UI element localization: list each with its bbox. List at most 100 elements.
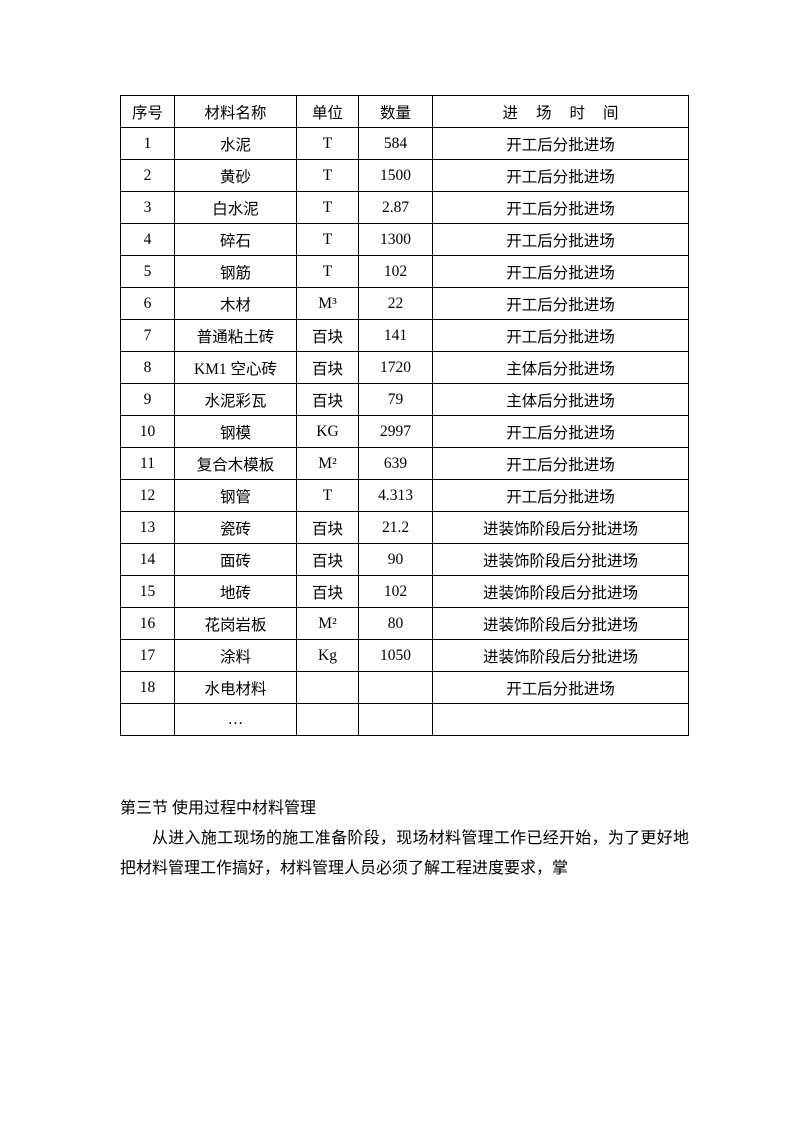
cell-unit: T xyxy=(297,192,359,224)
cell-qty: 79 xyxy=(359,384,433,416)
cell-time: 进装饰阶段后分批进场 xyxy=(433,544,689,576)
cell-seq: 10 xyxy=(121,416,175,448)
cell-unit: T xyxy=(297,256,359,288)
cell-unit: 百块 xyxy=(297,544,359,576)
cell-time: 开工后分批进场 xyxy=(433,128,689,160)
cell-name: 水泥彩瓦 xyxy=(175,384,297,416)
cell-seq xyxy=(121,704,175,736)
cell-unit: 百块 xyxy=(297,352,359,384)
cell-seq: 11 xyxy=(121,448,175,480)
cell-time: 开工后分批进场 xyxy=(433,192,689,224)
cell-unit xyxy=(297,672,359,704)
cell-qty: 639 xyxy=(359,448,433,480)
cell-unit: M² xyxy=(297,448,359,480)
col-header-seq: 序号 xyxy=(121,96,175,128)
table-row: 15地砖百块102进装饰阶段后分批进场 xyxy=(121,576,689,608)
cell-seq: 18 xyxy=(121,672,175,704)
table-row: 16花岗岩板M²80进装饰阶段后分批进场 xyxy=(121,608,689,640)
cell-seq: 8 xyxy=(121,352,175,384)
cell-name: 钢筋 xyxy=(175,256,297,288)
cell-qty: 90 xyxy=(359,544,433,576)
cell-name: 木材 xyxy=(175,288,297,320)
cell-time: 开工后分批进场 xyxy=(433,288,689,320)
table-row: 17涂料Kg1050进装饰阶段后分批进场 xyxy=(121,640,689,672)
col-header-time: 进场时间 xyxy=(433,96,689,128)
cell-name: 面砖 xyxy=(175,544,297,576)
cell-seq: 1 xyxy=(121,128,175,160)
cell-qty: 22 xyxy=(359,288,433,320)
cell-unit: M² xyxy=(297,608,359,640)
table-row: 9水泥彩瓦百块79主体后分批进场 xyxy=(121,384,689,416)
cell-seq: 4 xyxy=(121,224,175,256)
table-row: 18水电材料开工后分批进场 xyxy=(121,672,689,704)
cell-qty: 2.87 xyxy=(359,192,433,224)
cell-qty: 584 xyxy=(359,128,433,160)
document-page: 序号 材料名称 单位 数量 进场时间 1水泥T584开工后分批进场2黄砂T150… xyxy=(0,0,794,884)
cell-qty: 102 xyxy=(359,576,433,608)
cell-unit: 百块 xyxy=(297,320,359,352)
cell-time: 开工后分批进场 xyxy=(433,160,689,192)
cell-name: 碎石 xyxy=(175,224,297,256)
cell-unit: KG xyxy=(297,416,359,448)
cell-seq: 3 xyxy=(121,192,175,224)
cell-unit: 百块 xyxy=(297,384,359,416)
table-row: 8KM1 空心砖百块1720主体后分批进场 xyxy=(121,352,689,384)
cell-qty: 4.313 xyxy=(359,480,433,512)
cell-qty: 1300 xyxy=(359,224,433,256)
cell-seq: 13 xyxy=(121,512,175,544)
table-row: 5钢筋T102开工后分批进场 xyxy=(121,256,689,288)
col-header-unit: 单位 xyxy=(297,96,359,128)
table-row: 4碎石T1300开工后分批进场 xyxy=(121,224,689,256)
cell-qty: 80 xyxy=(359,608,433,640)
table-row: … xyxy=(121,704,689,736)
cell-seq: 5 xyxy=(121,256,175,288)
cell-qty: 1720 xyxy=(359,352,433,384)
section-title: 第三节 使用过程中材料管理 xyxy=(120,794,689,824)
cell-unit: M³ xyxy=(297,288,359,320)
cell-seq: 16 xyxy=(121,608,175,640)
cell-time xyxy=(433,704,689,736)
table-row: 10钢模KG2997开工后分批进场 xyxy=(121,416,689,448)
cell-unit: Kg xyxy=(297,640,359,672)
cell-unit: T xyxy=(297,128,359,160)
cell-name: 水泥 xyxy=(175,128,297,160)
cell-name: 普通粘土砖 xyxy=(175,320,297,352)
table-row: 1水泥T584开工后分批进场 xyxy=(121,128,689,160)
cell-time: 开工后分批进场 xyxy=(433,416,689,448)
cell-time: 进装饰阶段后分批进场 xyxy=(433,608,689,640)
cell-unit: T xyxy=(297,224,359,256)
cell-time: 进装饰阶段后分批进场 xyxy=(433,512,689,544)
cell-seq: 2 xyxy=(121,160,175,192)
table-row: 7普通粘土砖百块141开工后分批进场 xyxy=(121,320,689,352)
cell-seq: 7 xyxy=(121,320,175,352)
cell-name: 花岗岩板 xyxy=(175,608,297,640)
cell-time: 开工后分批进场 xyxy=(433,480,689,512)
cell-name: KM1 空心砖 xyxy=(175,352,297,384)
cell-time: 开工后分批进场 xyxy=(433,224,689,256)
table-row: 14面砖百块90进装饰阶段后分批进场 xyxy=(121,544,689,576)
table-body: 1水泥T584开工后分批进场2黄砂T1500开工后分批进场3白水泥T2.87开工… xyxy=(121,128,689,736)
cell-seq: 12 xyxy=(121,480,175,512)
cell-unit: 百块 xyxy=(297,576,359,608)
cell-qty: 102 xyxy=(359,256,433,288)
cell-name: 瓷砖 xyxy=(175,512,297,544)
cell-qty xyxy=(359,704,433,736)
cell-qty: 2997 xyxy=(359,416,433,448)
cell-name: 水电材料 xyxy=(175,672,297,704)
table-row: 12钢管T4.313开工后分批进场 xyxy=(121,480,689,512)
cell-seq: 9 xyxy=(121,384,175,416)
cell-seq: 15 xyxy=(121,576,175,608)
col-header-qty: 数量 xyxy=(359,96,433,128)
table-row: 11复合木模板M²639开工后分批进场 xyxy=(121,448,689,480)
cell-name: 复合木模板 xyxy=(175,448,297,480)
cell-unit xyxy=(297,704,359,736)
cell-time: 开工后分批进场 xyxy=(433,320,689,352)
table-header-row: 序号 材料名称 单位 数量 进场时间 xyxy=(121,96,689,128)
cell-time: 开工后分批进场 xyxy=(433,256,689,288)
cell-time: 开工后分批进场 xyxy=(433,448,689,480)
cell-seq: 6 xyxy=(121,288,175,320)
cell-qty: 1500 xyxy=(359,160,433,192)
cell-unit: T xyxy=(297,480,359,512)
cell-unit: 百块 xyxy=(297,512,359,544)
cell-seq: 17 xyxy=(121,640,175,672)
